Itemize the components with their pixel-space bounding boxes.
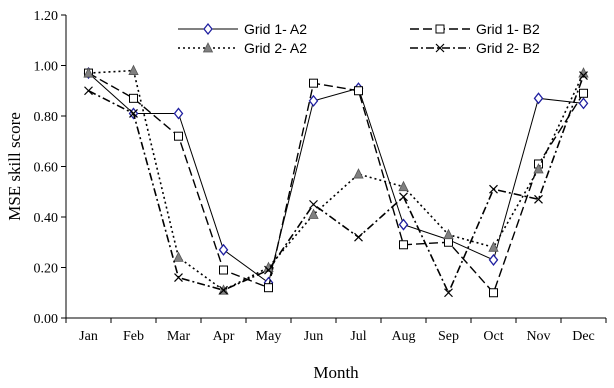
x-tick-label: Nov <box>526 329 550 344</box>
x-tick-label: Oct <box>483 329 503 344</box>
data-point-stroke <box>174 273 183 283</box>
data-point <box>354 232 363 242</box>
data-point-stroke <box>129 109 138 118</box>
data-point <box>533 92 544 105</box>
x-tick-label: Feb <box>123 329 144 344</box>
series-4 <box>84 71 588 298</box>
y-tick-label: 0.80 <box>34 110 59 125</box>
data-point <box>489 184 498 194</box>
data-point <box>399 240 408 250</box>
data-point <box>488 241 499 252</box>
data-point <box>83 67 94 78</box>
x-tick-label: Jun <box>304 329 323 344</box>
data-point <box>308 208 319 219</box>
legend-label: Grid 1- B2 <box>476 21 540 37</box>
legend-item: Grid 2- B2 <box>410 40 540 56</box>
data-point <box>173 251 184 262</box>
series-2 <box>84 68 588 298</box>
x-tick-label: Aug <box>391 329 415 344</box>
data-point-stroke <box>84 86 93 96</box>
data-point <box>128 64 139 75</box>
x-tick-label: Mar <box>167 329 191 344</box>
series-line <box>88 69 585 292</box>
data-point <box>399 192 408 202</box>
legend-marker <box>202 42 214 53</box>
data-point <box>129 109 138 118</box>
legend-marker-stroke <box>435 43 445 53</box>
data-point-stroke <box>219 285 228 295</box>
data-point <box>84 86 93 96</box>
data-point <box>489 288 498 298</box>
series-3 <box>83 64 589 295</box>
data-point <box>444 288 453 298</box>
data-point <box>219 265 228 275</box>
data-point-stroke <box>309 199 318 209</box>
legend-item: Grid 1- A2 <box>178 21 307 37</box>
data-point-stroke <box>534 194 543 204</box>
data-point <box>129 93 138 103</box>
legend-label: Grid 2- B2 <box>476 40 540 56</box>
x-tick-label: Jul <box>350 329 366 344</box>
legend-item: Grid 1- B2 <box>410 21 540 37</box>
data-point <box>579 71 588 81</box>
y-axis-title: MSE skill score <box>5 112 24 221</box>
series-layer <box>83 64 589 298</box>
series-line <box>88 75 585 295</box>
x-tick-label: Jan <box>79 329 98 344</box>
data-point <box>174 273 183 283</box>
data-point <box>309 78 318 88</box>
data-point-stroke <box>399 192 408 202</box>
legend: Grid 1- A2 Grid 1- B2 Grid 2- A2 Grid 2- B2 <box>178 21 540 56</box>
data-point-stroke <box>444 288 453 298</box>
data-point <box>264 283 273 293</box>
axes: 0.00 0.20 0.40 0.60 0.80 1.00 1.20 Jan Feb Mar Apr… <box>34 9 607 344</box>
legend-label: Grid 2- A2 <box>244 40 307 56</box>
data-point <box>578 97 589 110</box>
y-tick-label: 0.40 <box>34 211 59 226</box>
data-point <box>444 237 453 247</box>
data-point <box>398 180 409 192</box>
data-point-stroke <box>264 265 273 275</box>
legend-marker <box>435 43 445 53</box>
data-point <box>353 168 364 179</box>
data-point <box>174 131 183 141</box>
y-tick-label: 0.60 <box>34 161 59 176</box>
data-point <box>264 265 273 275</box>
series-line <box>88 72 584 284</box>
y-tick-label: 0.00 <box>34 312 59 327</box>
data-point <box>173 107 184 120</box>
legend-label: Grid 1- A2 <box>244 21 307 37</box>
legend-item: Grid 2- A2 <box>178 40 307 56</box>
data-point <box>309 199 318 209</box>
data-point <box>579 88 588 98</box>
data-point <box>534 194 543 204</box>
legend-marker <box>435 24 445 34</box>
data-point <box>488 253 499 266</box>
data-point <box>354 86 363 96</box>
data-point-stroke <box>489 184 498 194</box>
x-tick-label: Apr <box>213 329 235 344</box>
data-point <box>443 228 454 240</box>
y-tick-label: 1.20 <box>34 9 59 24</box>
y-tick-label: 1.00 <box>34 60 59 75</box>
data-point <box>219 285 228 295</box>
data-point-stroke <box>579 71 588 81</box>
data-point <box>308 94 319 107</box>
x-tick-label: Dec <box>572 329 595 344</box>
data-point <box>533 163 544 174</box>
data-point <box>398 218 409 231</box>
legend-marker <box>203 22 213 36</box>
x-axis-title: Month <box>313 363 359 382</box>
data-point <box>218 243 229 256</box>
series-line <box>88 72 585 295</box>
x-tick-label: May <box>256 329 282 344</box>
y-tick-label: 0.20 <box>34 262 59 277</box>
data-point-stroke <box>354 232 363 242</box>
x-tick-label: Sep <box>438 329 459 344</box>
